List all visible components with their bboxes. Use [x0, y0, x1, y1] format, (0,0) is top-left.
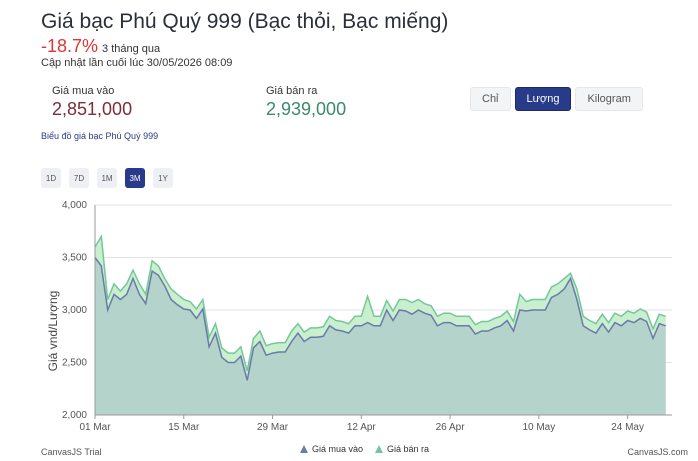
legend-buy-marker — [300, 445, 308, 453]
range-3m-button[interactable]: 3M — [125, 168, 145, 188]
buy-price-line — [94, 257, 666, 381]
y-tick-label: 2,000 — [62, 410, 87, 421]
x-tick-label: 12 Apr — [347, 422, 377, 433]
range-selector: 1D 7D 1M 3M 1Y — [41, 168, 173, 188]
legend-buy-label: Giá mua vào — [312, 444, 364, 454]
chart-caption: Biểu đồ giá bạc Phú Quý 999 — [41, 131, 159, 141]
sell-price-value: 2,939,000 — [266, 99, 347, 119]
price-chart[interactable]: 2,000 2,500 3,000 3,500 4,000 01 Mar 15 Mar 29 … — [0, 195, 698, 435]
legend-sell-marker — [375, 445, 384, 453]
price-change: -18.7% 3 tháng qua — [41, 36, 160, 57]
change-percent: -18.7% — [41, 36, 99, 56]
x-tick-label: 15 Mar — [168, 422, 200, 433]
buy-price-label: Giá mua vào — [52, 85, 115, 97]
sell-price-label: Giá bán ra — [266, 85, 318, 97]
unit-chi-button[interactable]: Chỉ — [470, 87, 511, 111]
unit-selector: Chỉ Lượng Kilogram — [470, 87, 643, 111]
x-tick-label: 24 May — [611, 422, 644, 433]
sell-price-block: Giá bán ra 2,939,000 — [266, 85, 346, 120]
buy-price-area — [95, 257, 666, 415]
legend-sell-label: Giá bán ra — [387, 444, 430, 454]
y-tick-label: 3,500 — [62, 253, 87, 264]
last-updated: Cập nhật lần cuối lúc 30/05/2026 08:09 — [41, 57, 233, 69]
change-period: 3 tháng qua — [102, 43, 161, 55]
buy-price-block: Giá mua vào 2,851,000 — [52, 85, 132, 120]
page-title: Giá bạc Phú Quý 999 (Bạc thỏi, Bạc miếng… — [41, 10, 449, 33]
range-1y-button[interactable]: 1Y — [153, 168, 173, 188]
range-1d-button[interactable]: 1D — [41, 168, 61, 188]
chart-credit-link[interactable]: CanvasJS.com — [627, 447, 688, 457]
buy-price-value: 2,851,000 — [52, 99, 133, 119]
sell-price-line — [94, 234, 666, 372]
x-tick-label: 29 Mar — [257, 422, 289, 433]
unit-luong-button[interactable]: Lượng — [514, 87, 572, 111]
y-tick-label: 3,000 — [62, 305, 87, 316]
x-tick-label: 10 May — [522, 422, 555, 433]
chart-legend: Giá mua vào Giá bán ra — [300, 444, 429, 454]
legend-item-buy[interactable]: Giá mua vào — [300, 444, 363, 454]
x-tick-label: 01 Mar — [79, 422, 111, 433]
legend-item-sell[interactable]: Giá bán ra — [375, 444, 429, 454]
range-1m-button[interactable]: 1M — [97, 168, 117, 188]
unit-kilogram-button[interactable]: Kilogram — [575, 87, 643, 111]
x-tick-label: 26 Apr — [436, 422, 466, 433]
y-tick-label: 2,500 — [62, 358, 87, 369]
range-7d-button[interactable]: 7D — [69, 168, 89, 188]
chart-credit[interactable]: CanvasJS Trial — [41, 447, 102, 457]
y-axis-label: Giá vnd/Lượng — [46, 291, 60, 372]
y-tick-label: 4,000 — [62, 200, 87, 211]
